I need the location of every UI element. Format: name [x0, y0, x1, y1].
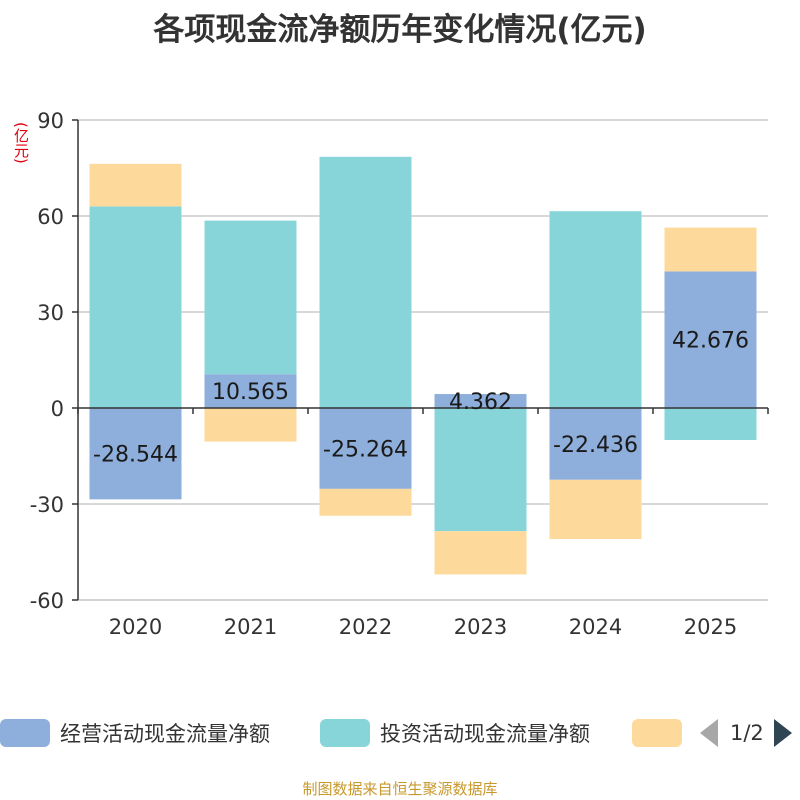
- bar-2021-series-0[interactable]: [204, 374, 297, 408]
- legend-pager: 1/2: [700, 716, 800, 750]
- x-tick-label: 2023: [454, 615, 507, 639]
- bar-2021-series-2[interactable]: [204, 408, 297, 442]
- data-label-2023: 4.362: [449, 390, 512, 415]
- y-tick-label: 90: [37, 109, 64, 133]
- legend: 经营活动现金流量净额 投资活动现金流量净额: [0, 716, 800, 756]
- bar-2021-series-1[interactable]: [204, 220, 297, 375]
- bar-2023-series-1[interactable]: [434, 408, 527, 532]
- bar-chart: 90 60 30 0 -30 -60 2020 2021 2022 2023 2024 2025 -2…: [30, 109, 769, 639]
- data-label-2024: -22.436: [553, 433, 638, 458]
- bar-2025-series-1[interactable]: [664, 408, 757, 440]
- bar-2023-series-2[interactable]: [434, 531, 527, 575]
- bar-2024-series-0[interactable]: [549, 408, 642, 480]
- legend-label-operating: 经营活动现金流量净额: [60, 722, 270, 746]
- data-label-2022: -25.264: [323, 437, 408, 462]
- legend-swatch-operating: [0, 719, 50, 747]
- chart-title: 各项现金流净额历年变化情况(亿元): [153, 12, 647, 48]
- data-source-note: 制图数据来自恒生聚源数据库: [302, 780, 498, 798]
- data-label-2020: -28.544: [93, 443, 178, 468]
- bar-2022-series-1[interactable]: [319, 156, 412, 408]
- bar-2024-series-1[interactable]: [549, 211, 642, 408]
- legend-item-investing[interactable]: 投资活动现金流量净额: [320, 716, 590, 750]
- y-axis-unit: (亿元): [12, 122, 30, 164]
- legend-swatch-investing: [320, 719, 370, 747]
- y-tick-label: 60: [37, 205, 64, 229]
- bar-2025-series-2[interactable]: [664, 227, 757, 272]
- bar-2020-series-2[interactable]: [89, 163, 182, 207]
- legend-item-operating[interactable]: 经营活动现金流量净额: [0, 716, 270, 750]
- y-tick-label: 30: [37, 301, 64, 325]
- bar-2020-series-1[interactable]: [89, 206, 182, 408]
- legend-item-financing[interactable]: [632, 716, 692, 750]
- x-tick-label: 2024: [569, 615, 622, 639]
- bar-2022-series-2[interactable]: [319, 488, 412, 516]
- x-tick-label: 2021: [224, 615, 277, 639]
- bar-2020-series-0[interactable]: [89, 408, 182, 500]
- legend-page-indicator: 1/2: [730, 721, 764, 745]
- x-tick-label: 2022: [339, 615, 392, 639]
- bar-2025-series-0[interactable]: [664, 271, 757, 408]
- data-label-2021: 10.565: [212, 380, 289, 405]
- data-label-2025: 42.676: [672, 329, 749, 354]
- legend-next-page-icon[interactable]: [773, 719, 792, 747]
- y-tick-label: -30: [30, 493, 64, 517]
- x-tick-label: 2025: [684, 615, 737, 639]
- legend-swatch-financing: [632, 719, 682, 747]
- legend-prev-page-icon[interactable]: [700, 719, 718, 747]
- y-tick-label: 0: [51, 397, 64, 421]
- x-tick-label: 2020: [109, 615, 162, 639]
- legend-label-investing: 投资活动现金流量净额: [380, 722, 590, 746]
- bar-2023-series-0[interactable]: [434, 394, 527, 408]
- bar-2022-series-0[interactable]: [319, 408, 412, 489]
- y-tick-label: -60: [30, 589, 64, 613]
- bar-2024-series-2[interactable]: [549, 479, 642, 539]
